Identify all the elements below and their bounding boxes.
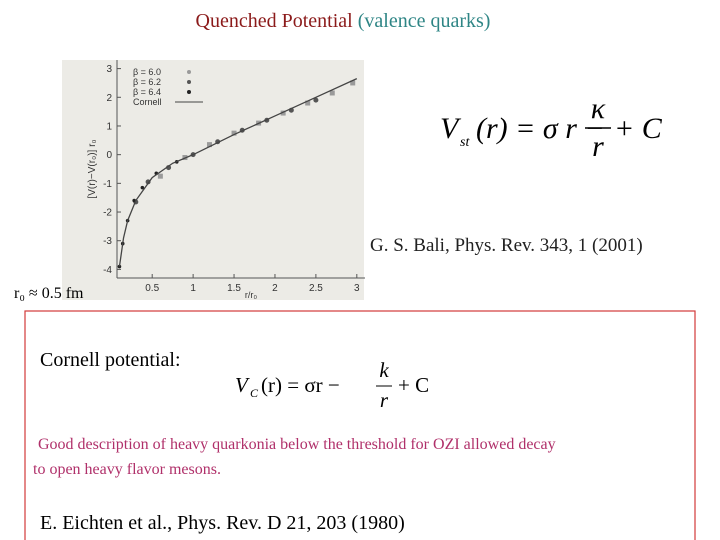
legend-label: Cornell <box>133 97 162 107</box>
point <box>313 97 319 103</box>
formula-mid: (r) = σr − <box>261 373 340 397</box>
x-tick-label: 2 <box>272 283 278 294</box>
formula-num: k <box>379 358 389 382</box>
formula-2: V C (r) = σr − k r + C <box>235 358 429 412</box>
point <box>157 173 163 179</box>
formula-v: V <box>235 373 250 397</box>
x-tick-label: 3 <box>354 283 360 294</box>
y-tick-label: -1 <box>103 179 112 190</box>
legend-label: β = 6.0 <box>133 67 161 77</box>
formula-v: V <box>440 112 462 145</box>
formula-tail: + C <box>614 112 663 145</box>
y-tick-label: -4 <box>103 265 112 276</box>
y-tick-label: -3 <box>103 236 112 247</box>
description-line: Good description of heavy quarkonia belo… <box>38 436 556 453</box>
title: Quenched Potential (valence quarks) <box>196 10 491 32</box>
legend-swatch <box>187 80 191 84</box>
formula-tail: + C <box>398 373 429 397</box>
formula-den: r <box>592 130 604 163</box>
formula-sub: st <box>460 135 470 150</box>
legend-label: β = 6.2 <box>133 77 161 87</box>
y-tick-label: 0 <box>106 150 112 161</box>
formula-den: r <box>380 388 389 412</box>
formula-num: κ <box>591 92 606 125</box>
content-box <box>24 310 696 540</box>
point <box>140 185 145 190</box>
x-tick-label: 1 <box>190 283 196 294</box>
title-main: Quenched Potential <box>196 10 354 32</box>
reference: G. S. Bali, Phys. Rev. 343, 1 (2001) <box>370 235 643 256</box>
x-tick-label: 1.5 <box>227 283 241 294</box>
x-axis-label: r/r₀ <box>245 290 257 300</box>
point <box>206 142 212 148</box>
r0-note: r₀ ≈ 0.5 fm <box>14 285 84 302</box>
y-axis-label: [V(r)−V(r₀)] r₀ <box>87 139 98 198</box>
legend-swatch <box>187 90 191 94</box>
y-tick-label: -2 <box>103 208 112 219</box>
cornell-line <box>118 78 358 267</box>
point <box>350 80 356 86</box>
point <box>280 110 286 116</box>
x-tick-label: 2.5 <box>309 283 323 294</box>
point <box>329 90 335 96</box>
x-tick-label: 0.5 <box>145 283 159 294</box>
box-label: Cornell potential: <box>40 349 181 371</box>
reference-2: E. Eichten et al., Phys. Rev. D 21, 203 … <box>40 512 405 534</box>
legend-swatch <box>187 70 191 74</box>
legend-label: β = 6.4 <box>133 87 161 97</box>
y-tick-label: 3 <box>106 64 112 75</box>
y-tick-label: 2 <box>106 93 112 104</box>
formula-mid: (r) = σ r − <box>476 112 605 145</box>
y-tick-label: 1 <box>106 121 112 132</box>
formula-sub: C <box>250 386 259 400</box>
title-paren: (valence quarks) <box>358 10 491 32</box>
point <box>231 130 237 136</box>
formula-1: V st (r) = σ r − κ r + C <box>440 92 663 163</box>
description-line: to open heavy flavor mesons. <box>33 461 221 478</box>
point <box>305 100 311 106</box>
